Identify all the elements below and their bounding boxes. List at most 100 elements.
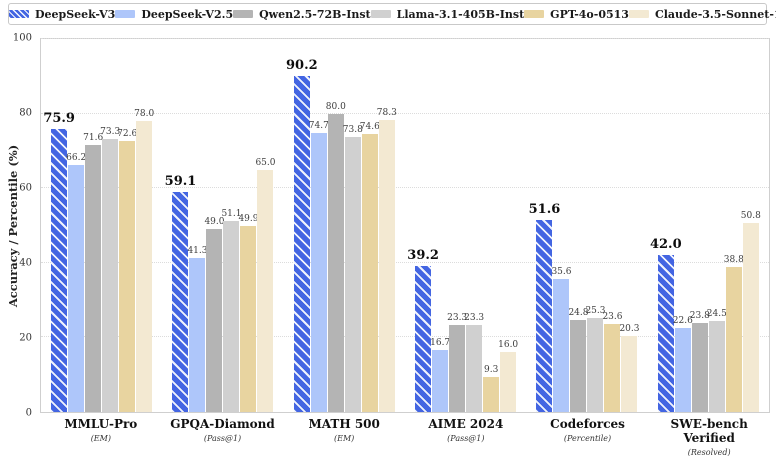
- bar-deepseek-v3-swe-bench-verified: 42.0: [650, 237, 682, 412]
- y-tick-80: 80: [19, 107, 32, 119]
- x-label-swe-bench-verified: SWE-bench Verified (Resolved): [648, 417, 770, 456]
- bar-deepseek-v2-5-gpqa-diamond: 41.3: [187, 246, 208, 412]
- bar-value-label: 50.8: [740, 210, 761, 221]
- category-name: SWE-bench Verified: [670, 417, 748, 445]
- category-name: MMLU-Pro: [64, 417, 138, 431]
- category-name: MATH 500: [308, 417, 380, 431]
- gridline-20: [41, 336, 769, 338]
- category-name: Codeforces: [550, 417, 625, 431]
- bar-value-label: 39.2: [407, 247, 439, 263]
- gridline-40: [41, 261, 769, 263]
- bar-claude-3-5-sonnet-1022-gpqa-diamond: 65.0: [255, 158, 276, 412]
- bar-qwen2-5-72b-inst-codeforces: 24.8: [568, 308, 588, 412]
- group-aime-2024: 39.2 16.7 23.3 23.3 9.3 16.0: [405, 39, 526, 412]
- legend-label: Qwen2.5-72B-Inst: [259, 7, 371, 21]
- bar-deepseek-v3-math-500: 90.2: [286, 58, 318, 412]
- group-gpqa-diamond: 59.1 41.3 49.0 51.1 49.9 65.0: [162, 39, 283, 412]
- bar-claude-3-5-sonnet-1022-swe-bench-verified: 50.8: [741, 211, 761, 412]
- group-math-500: 90.2 74.7 80.0 73.8 74.6 78.3: [284, 39, 405, 412]
- bar-gpt-4o-0513-gpqa-diamond: 49.9: [238, 214, 259, 412]
- bar-deepseek-v3-mmlu-pro: 75.9: [43, 111, 75, 412]
- bar-llama-3-1-405b-inst-aime-2024: 23.3: [464, 313, 484, 412]
- legend-item-qwen2-5-72b-inst: Qwen2.5-72B-Inst: [233, 8, 371, 21]
- bar-deepseek-v2-5-swe-bench-verified: 22.6: [673, 316, 693, 412]
- bar-value-label: 9.3: [483, 365, 499, 376]
- bar-value-label: 72.6: [117, 129, 138, 140]
- y-tick-40: 40: [19, 257, 32, 269]
- bar-value-label: 59.1: [164, 173, 197, 189]
- plot-area: 75.9 66.2 71.6 73.3 72.6 78.0 59.1 41.3 49.0 51.1…: [40, 38, 770, 413]
- bar-value-label: 42.0: [649, 237, 682, 253]
- group-codeforces: 51.6 35.6 24.8 25.3 23.6 20.3: [526, 39, 647, 412]
- bar-value-label: 90.2: [285, 57, 318, 73]
- legend-label: Claude-3.5-Sonnet-1022: [654, 7, 776, 21]
- x-label-mmlu-pro: MMLU-Pro (EM): [40, 417, 162, 456]
- group-mmlu-pro: 75.9 66.2 71.6 73.3 72.6 78.0: [41, 39, 162, 412]
- bar-groups: 75.9 66.2 71.6 73.3 72.6 78.0 59.1 41.3 49.0 51.1…: [41, 39, 769, 412]
- bar-value-label: 78.3: [376, 107, 397, 118]
- chart-legend: DeepSeek-V3 DeepSeek-V2.5 Qwen2.5-72B-Inst…: [8, 3, 776, 25]
- bar-llama-3-1-405b-inst-math-500: 73.8: [343, 125, 363, 412]
- bar-value-label: 74.7: [308, 121, 329, 132]
- bar-qwen2-5-72b-inst-gpqa-diamond: 49.0: [204, 217, 225, 412]
- legend-swatch-claude-3-5-sonnet-1022: [628, 10, 649, 18]
- bar-gpt-4o-0513-codeforces: 23.6: [602, 312, 622, 412]
- bar-value-label: 74.6: [359, 121, 380, 132]
- bar-qwen2-5-72b-inst-math-500: 80.0: [326, 102, 346, 412]
- bar-qwen2-5-72b-inst-mmlu-pro: 71.6: [83, 133, 103, 412]
- category-metric: (Resolved): [687, 448, 731, 456]
- bar-value-label: 23.6: [602, 311, 623, 322]
- legend-item-claude-3-5-sonnet-1022: Claude-3.5-Sonnet-1022: [628, 7, 776, 21]
- legend-item-llama-3-1-405b-inst: Llama-3.1-405B-Inst: [370, 7, 525, 21]
- bar-gpt-4o-0513-mmlu-pro: 72.6: [117, 129, 137, 412]
- bar-deepseek-v2-5-mmlu-pro: 66.2: [66, 153, 86, 412]
- bar-value-label: 49.0: [204, 217, 225, 228]
- y-tick-0: 0: [25, 407, 32, 419]
- bar-deepseek-v2-5-codeforces: 35.6: [551, 267, 571, 412]
- y-tick-60: 60: [19, 182, 32, 194]
- bar-value-label: 24.8: [568, 307, 589, 318]
- x-label-gpqa-diamond: GPQA-Diamond (Pass@1): [162, 417, 284, 456]
- legend-item-gpt-4o-0513: GPT-4o-0513: [524, 8, 629, 21]
- bar-llama-3-1-405b-inst-swe-bench-verified: 24.5: [707, 309, 727, 412]
- bar-value-label: 16.7: [430, 337, 451, 348]
- x-axis-labels: MMLU-Pro (EM) GPQA-Diamond (Pass@1) MATH 500…: [40, 417, 770, 456]
- bar-value-label: 65.0: [255, 157, 276, 168]
- bar-deepseek-v2-5-math-500: 74.7: [309, 121, 329, 412]
- bar-llama-3-1-405b-inst-codeforces: 25.3: [585, 306, 605, 412]
- bar-value-label: 35.6: [551, 267, 572, 278]
- bar-value-label: 38.8: [723, 255, 744, 266]
- category-metric: (EM): [334, 434, 355, 443]
- y-axis-ticks: 0 20 40 60 80 100: [0, 33, 37, 419]
- bar-deepseek-v3-codeforces: 51.6: [529, 202, 560, 412]
- category-name: GPQA-Diamond: [170, 417, 275, 431]
- bar-claude-3-5-sonnet-1022-codeforces: 20.3: [619, 324, 639, 412]
- bar-value-label: 75.9: [43, 110, 75, 126]
- legend-item-deepseek-v3: DeepSeek-V3: [9, 8, 115, 21]
- bar-value-label: 80.0: [325, 101, 346, 112]
- category-metric: (EM): [90, 434, 111, 443]
- legend-item-deepseek-v2-5: DeepSeek-V2.5: [115, 8, 233, 21]
- bar-claude-3-5-sonnet-1022-mmlu-pro: 78.0: [134, 109, 154, 412]
- category-metric: (Percentile): [563, 434, 612, 443]
- category-metric: (Pass@1): [203, 434, 242, 443]
- x-label-codeforces: Codeforces (Percentile): [527, 417, 649, 456]
- legend-label: DeepSeek-V3: [35, 7, 116, 21]
- bar-deepseek-v3-aime-2024: 39.2: [407, 248, 439, 412]
- legend-label: GPT-4o-0513: [550, 7, 629, 21]
- bar-gpt-4o-0513-aime-2024: 9.3: [483, 365, 500, 412]
- bar-deepseek-v3-gpqa-diamond: 59.1: [165, 174, 196, 412]
- gridline-60: [41, 187, 769, 189]
- gridline-100: [41, 38, 769, 39]
- legend-label: Llama-3.1-405B-Inst: [396, 7, 525, 21]
- bar-value-label: 16.0: [498, 340, 519, 351]
- category-name: AIME 2024: [428, 417, 504, 431]
- bar-claude-3-5-sonnet-1022-aime-2024: 16.0: [498, 340, 518, 412]
- legend-swatch-gpt-4o-0513: [524, 10, 545, 18]
- legend-label: DeepSeek-V2.5: [141, 7, 234, 21]
- category-metric: (Pass@1): [447, 434, 485, 443]
- bar-value-label: 41.3: [187, 245, 208, 256]
- bar-value-label: 51.1: [221, 209, 242, 220]
- bar-gpt-4o-0513-math-500: 74.6: [360, 122, 380, 412]
